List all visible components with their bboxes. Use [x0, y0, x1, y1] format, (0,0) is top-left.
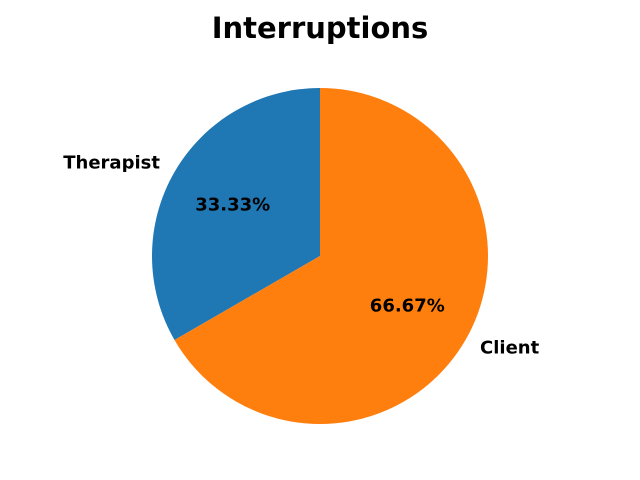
pie-slices	[152, 88, 489, 425]
percent-label-client: 66.67%	[370, 295, 445, 316]
pie-slice-therapist	[152, 88, 320, 340]
percent-label-therapist: 33.33%	[195, 195, 270, 216]
pie-slice-client	[174, 88, 489, 425]
chart-title: Interruptions	[212, 11, 429, 45]
slice-label-client: Client	[480, 337, 540, 358]
slice-label-therapist: Therapist	[63, 153, 160, 174]
pie-labels: Therapist 33.33% Client 66.67%	[63, 153, 539, 359]
